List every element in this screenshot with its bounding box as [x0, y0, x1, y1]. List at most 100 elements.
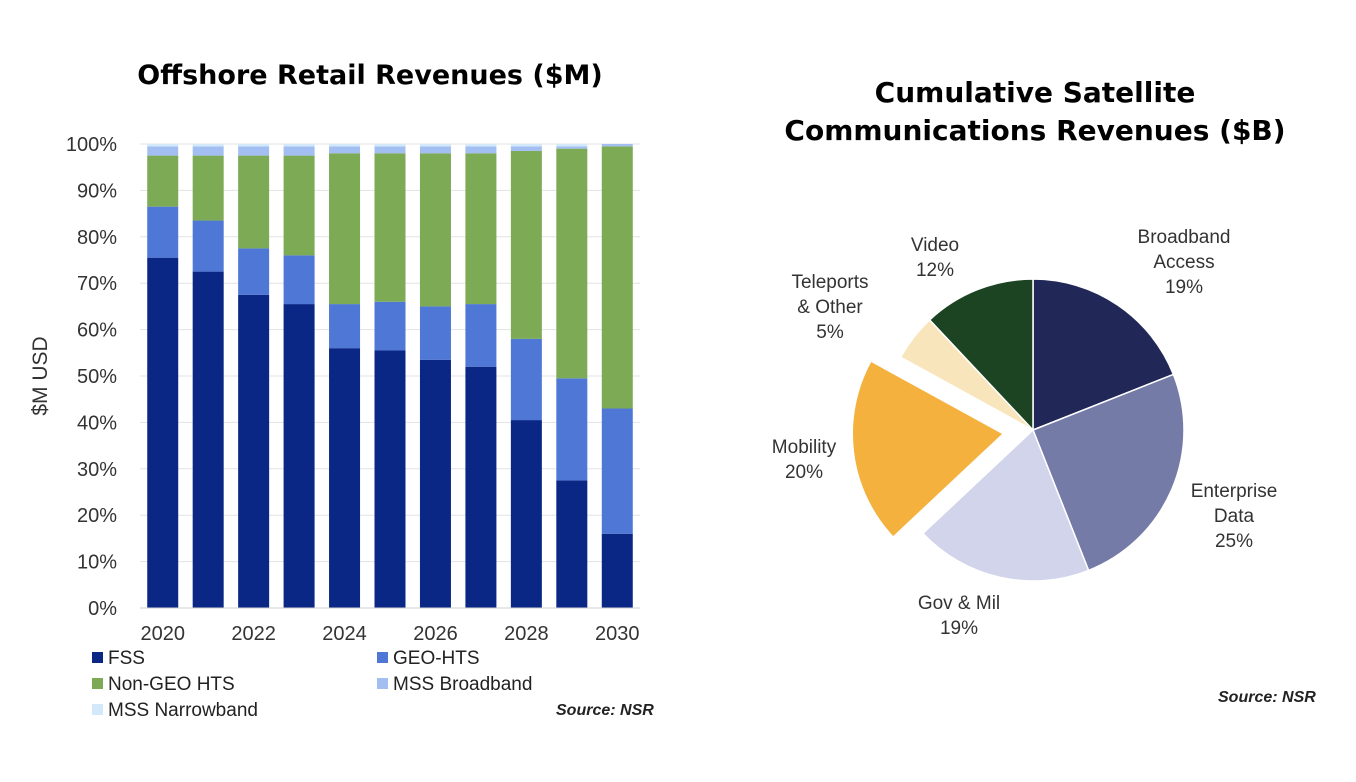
pie-label-gov-mil: Gov & Mil 19% — [918, 593, 1000, 639]
pie-slice-broadband-access — [1032, 278, 1175, 432]
pie-label-line: Access — [1153, 252, 1214, 273]
bar-mss-narrowband-2028 — [510, 144, 542, 147]
pie-label-line: Mobility — [772, 437, 837, 458]
bar-non-geo-hts-2021 — [192, 155, 224, 221]
legend-swatch — [377, 678, 388, 689]
x-tick-label: 2026 — [413, 623, 458, 645]
y-tick-label: 40% — [77, 412, 117, 434]
pie-chart-title: Cumulative Satellite Communications Reve… — [720, 74, 1350, 150]
pie-slice-gov-mil — [921, 428, 1090, 582]
bar-fss-2030 — [601, 533, 633, 608]
bar-non-geo-hts-2030 — [601, 146, 633, 409]
x-tick-label: 2020 — [140, 623, 185, 645]
y-tick-label: 10% — [77, 552, 117, 574]
pie-chart-title-line-1: Cumulative Satellite — [874, 76, 1196, 109]
bar-fss-2028 — [510, 420, 542, 608]
pie-label-line: Video — [911, 235, 959, 256]
pie-label-line: 20% — [785, 462, 823, 483]
bar-geo-hts-2025 — [374, 301, 406, 351]
pie-label-broadband-access: Broadband Access 19% — [1138, 227, 1231, 298]
pie-label-line: 5% — [816, 322, 844, 343]
pie-label-line: 19% — [940, 618, 978, 639]
bar-geo-hts-2029 — [556, 378, 588, 481]
x-tick-label: 2030 — [595, 623, 640, 645]
pie-label-teleports-other: Teleports & Other 5% — [791, 272, 868, 343]
y-tick-label: 30% — [77, 459, 117, 481]
pie-label-line: 12% — [916, 260, 954, 281]
bar-mss-narrowband-2027 — [465, 144, 497, 147]
bar-mss-narrowband-2024 — [329, 144, 361, 147]
bar-mss-narrowband-2020 — [147, 144, 179, 147]
bar-geo-hts-2023 — [283, 255, 315, 305]
legend-swatch — [377, 652, 388, 663]
bar-fss-2023 — [283, 304, 315, 608]
x-tick-label: 2028 — [504, 623, 549, 645]
bar-non-geo-hts-2022 — [238, 155, 270, 249]
pie-label-line: Data — [1214, 506, 1255, 527]
bar-geo-hts-2024 — [329, 304, 361, 349]
bar-geo-hts-2027 — [465, 304, 497, 367]
bar-geo-hts-2026 — [419, 306, 451, 360]
pie-chart-title-line-2: Communications Revenues ($B) — [784, 114, 1286, 147]
bar-fss-2024 — [329, 348, 361, 608]
bar-non-geo-hts-2020 — [147, 155, 179, 207]
legend-swatch — [92, 678, 103, 689]
bar-chart-title: Offshore Retail Revenues ($M) — [137, 60, 603, 91]
bar-fss-2027 — [465, 366, 497, 608]
bar-non-geo-hts-2029 — [556, 148, 588, 379]
bar-geo-hts-2030 — [601, 408, 633, 534]
bar-fss-2022 — [238, 294, 270, 608]
bar-mss-broadband-2020 — [147, 146, 179, 156]
pie-label-line: Teleports — [791, 272, 868, 293]
y-tick-label: 80% — [77, 227, 117, 249]
bar-geo-hts-2022 — [238, 248, 270, 295]
pie-label-line: Enterprise — [1191, 481, 1278, 502]
bar-non-geo-hts-2027 — [465, 153, 497, 305]
bar-fss-2025 — [374, 350, 406, 608]
legend-swatch — [92, 704, 103, 715]
pie-chart-source: Source: NSR — [1218, 689, 1316, 706]
bar-mss-narrowband-2025 — [374, 144, 406, 147]
bar-mss-broadband-2030 — [601, 144, 633, 147]
bar-mss-narrowband-2029 — [556, 144, 588, 147]
pie-label-line: Broadband — [1138, 227, 1231, 248]
bar-mss-narrowband-2026 — [419, 144, 451, 147]
pie-label-line: Gov & Mil — [918, 593, 1000, 614]
y-tick-label: 0% — [88, 598, 117, 620]
bar-mss-broadband-2021 — [192, 146, 224, 156]
bar-mss-narrowband-2021 — [192, 144, 224, 147]
pie-label-enterprise-data: Enterprise Data 25% — [1191, 481, 1278, 552]
bar-mss-broadband-2024 — [329, 146, 361, 154]
pie-slice-mobility — [851, 359, 1005, 539]
y-tick-label: 90% — [77, 180, 117, 202]
pie-label-mobility: Mobility 20% — [772, 437, 837, 483]
x-tick-label: 2022 — [231, 623, 276, 645]
bar-non-geo-hts-2028 — [510, 150, 542, 339]
bar-non-geo-hts-2024 — [329, 153, 361, 305]
pie-label-line: 25% — [1215, 531, 1253, 552]
bar-fss-2029 — [556, 480, 588, 608]
bar-mss-narrowband-2023 — [283, 144, 315, 147]
bar-geo-hts-2020 — [147, 206, 179, 258]
bar-mss-broadband-2027 — [465, 146, 497, 154]
bar-non-geo-hts-2023 — [283, 155, 315, 256]
bar-mss-broadband-2028 — [510, 146, 542, 151]
legend-label: Non-GEO HTS — [108, 674, 235, 695]
y-tick-label: 100% — [66, 134, 117, 156]
bar-mss-broadband-2022 — [238, 146, 270, 156]
pie-chart: Broadband Access 19% Enterprise Data 25% Gov &… — [772, 227, 1278, 639]
bar-fss-2021 — [192, 271, 224, 608]
bar-fss-2020 — [147, 257, 179, 608]
bar-mss-broadband-2023 — [283, 146, 315, 156]
pie-label-line: 19% — [1165, 277, 1203, 298]
bar-fss-2026 — [419, 359, 451, 608]
y-tick-label: 20% — [77, 505, 117, 527]
pie-label-line: & Other — [797, 297, 863, 318]
pie-slice-enterprise-data — [1032, 373, 1185, 572]
bar-chart-source: Source: NSR — [556, 702, 654, 719]
legend-swatch — [92, 652, 103, 663]
bar-geo-hts-2021 — [192, 220, 224, 272]
bar-chart: 0% 10% 20% 30% 40% 50% 60% 70% 80% 90% 100% $M USD 2… — [29, 134, 640, 721]
pie-label-video: Video 12% — [911, 235, 959, 281]
